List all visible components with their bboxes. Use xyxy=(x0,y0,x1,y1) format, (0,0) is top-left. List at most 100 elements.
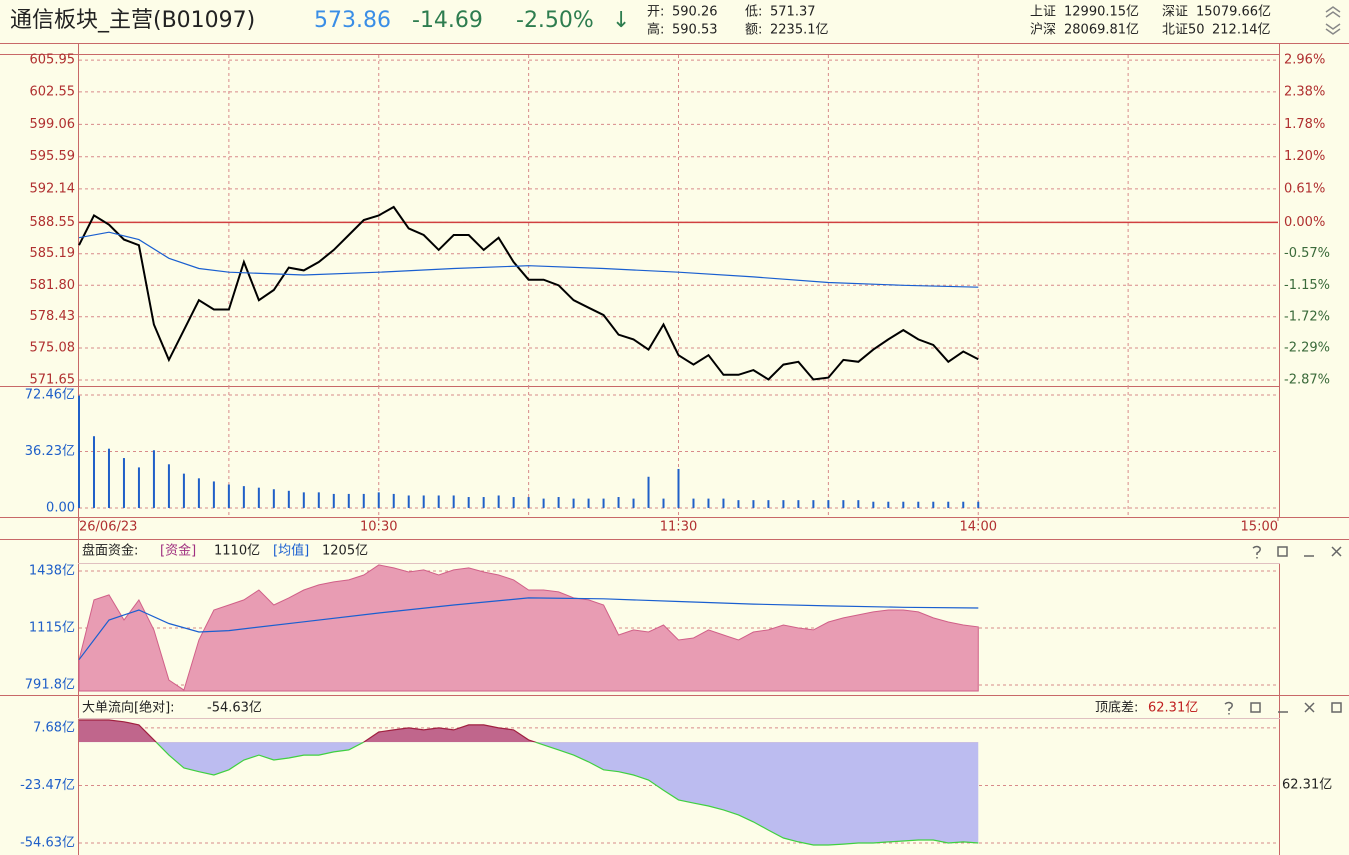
volume-bar xyxy=(92,436,95,508)
volume-bar xyxy=(107,448,110,508)
volume-bar xyxy=(347,493,350,508)
index-name: 北证50 xyxy=(1162,23,1205,38)
volume-bar xyxy=(587,498,590,508)
legend-value: 1205亿 xyxy=(322,544,368,559)
y-tick-label: 595.59 xyxy=(30,149,76,164)
volume-bar xyxy=(122,458,125,508)
amount: 2235.1亿 xyxy=(770,23,829,38)
help-icon[interactable] xyxy=(1224,701,1233,715)
flow-line xyxy=(155,742,979,846)
legend-value: 1110亿 xyxy=(214,544,260,559)
high-label: 高: xyxy=(647,22,664,38)
scroll-down[interactable] xyxy=(1325,23,1341,35)
flow-line-positive xyxy=(79,719,538,743)
restore-icon[interactable] xyxy=(1331,702,1342,713)
y-tick-label: 592.14 xyxy=(30,181,76,196)
price-line xyxy=(78,205,979,381)
fund-area xyxy=(78,564,979,692)
y2-tick-label: 2.96% xyxy=(1284,52,1325,67)
volume-bar xyxy=(797,500,800,508)
volume-bar xyxy=(677,468,680,508)
volume-bar xyxy=(452,495,455,508)
volume-bar xyxy=(422,495,425,508)
scroll-up[interactable] xyxy=(1325,6,1341,18)
range-value: 62.31亿 xyxy=(1148,701,1198,716)
volume-bar xyxy=(467,497,470,508)
legend-name: [资金] xyxy=(160,543,196,559)
volume-bar xyxy=(407,495,410,508)
x-tick-label: 11:30 xyxy=(660,520,697,535)
volume-bar xyxy=(767,500,770,508)
y2-tick-label: 1.20% xyxy=(1284,149,1325,164)
scroll-icons[interactable] xyxy=(1325,6,1341,35)
volume-bar xyxy=(272,489,275,508)
amount-label: 额: xyxy=(745,23,762,38)
x-tick-label: 10:30 xyxy=(360,520,397,535)
volume-bar xyxy=(902,501,905,508)
average-line xyxy=(78,597,979,661)
volume-bar xyxy=(227,484,230,508)
price-line xyxy=(78,231,979,288)
index-value: 12990.15亿 xyxy=(1064,5,1139,20)
volume-bar xyxy=(722,498,725,508)
max-icon[interactable] xyxy=(1250,702,1261,713)
volume-bar xyxy=(602,498,605,508)
index-name: 上证 xyxy=(1030,5,1056,20)
y2-tick-label: 0.00% xyxy=(1284,215,1325,230)
x-tick-label: 14:00 xyxy=(960,520,997,535)
volume-bar xyxy=(167,464,170,508)
y-tick-label: 578.43 xyxy=(30,309,76,324)
y2-tick-label: -0.57% xyxy=(1284,246,1330,261)
volume-bar xyxy=(977,501,980,508)
y2-tick-label: 0.61% xyxy=(1284,181,1325,196)
volume-bar xyxy=(482,497,485,508)
y-tick-label: 0.00 xyxy=(46,500,75,515)
close-icon[interactable] xyxy=(1331,546,1342,557)
volume-bar xyxy=(542,498,545,508)
panel-value: -54.63亿 xyxy=(207,701,262,716)
volume-bar xyxy=(782,500,785,508)
index-value: 15079.66亿 xyxy=(1196,5,1271,20)
volume-bar xyxy=(287,490,290,508)
y-tick-label: 575.08 xyxy=(30,340,76,355)
volume-bar xyxy=(707,498,710,508)
y-tick-label: 72.46亿 xyxy=(25,387,75,402)
low: 571.37 xyxy=(770,5,816,20)
panel-icons xyxy=(1224,545,1342,715)
y-tick-label: -54.63亿 xyxy=(20,836,75,851)
volume-bar xyxy=(242,486,245,508)
volume-bar xyxy=(692,498,695,508)
y-tick-label: 599.06 xyxy=(30,117,76,132)
volume-bar xyxy=(137,467,140,508)
volume-bar xyxy=(512,497,515,508)
help-icon[interactable] xyxy=(1252,545,1261,559)
volume-bar xyxy=(317,492,320,508)
y2-tick-label: 1.78% xyxy=(1284,117,1325,132)
index-value: 212.14亿 xyxy=(1212,23,1271,38)
x-tick-label: 26/06/23 xyxy=(79,520,137,535)
index-name: 深证 xyxy=(1162,5,1188,20)
volume-bar xyxy=(362,493,365,508)
volume-bar xyxy=(842,500,845,508)
volume-bar xyxy=(617,497,620,508)
open: 590.26 xyxy=(672,5,718,20)
y-tick-label: 7.68亿 xyxy=(33,720,75,735)
volume-bar xyxy=(572,498,575,508)
legend-name: [均值] xyxy=(273,543,309,559)
y-tick-label: 1438亿 xyxy=(29,563,75,578)
high: 590.53 xyxy=(672,23,718,38)
max-icon[interactable] xyxy=(1277,546,1288,557)
volume-bar xyxy=(257,487,260,508)
x-tick-label: 15:00 xyxy=(1241,520,1278,535)
open-label: 开: xyxy=(647,5,664,20)
close-icon[interactable] xyxy=(1304,702,1315,713)
price: 573.86 xyxy=(314,8,391,33)
volume-bar xyxy=(437,495,440,508)
low-label: 低: xyxy=(745,5,762,20)
volume-bar xyxy=(152,450,155,508)
volume-bar xyxy=(527,497,530,508)
volume-bar xyxy=(917,501,920,508)
y2-tick-label: -1.72% xyxy=(1284,309,1330,324)
index-value: 28069.81亿 xyxy=(1064,23,1139,38)
